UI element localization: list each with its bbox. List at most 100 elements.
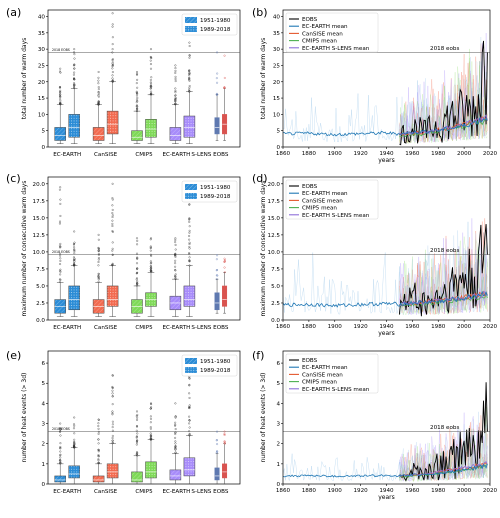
ensemble-spread bbox=[399, 416, 488, 482]
y-axis-label: maximum number of consecutive warm days bbox=[260, 181, 267, 317]
outlier-point bbox=[135, 278, 138, 281]
outlier-point bbox=[174, 259, 177, 262]
outlier-point bbox=[174, 421, 177, 424]
box bbox=[106, 285, 119, 307]
outlier-point bbox=[174, 447, 177, 450]
legend-label: EC-EARTH S-LENS mean bbox=[302, 213, 370, 219]
y-tick-label: 3 bbox=[276, 422, 280, 428]
outlier-point bbox=[150, 67, 152, 70]
outlier-point bbox=[174, 71, 177, 74]
outlier-point bbox=[73, 257, 76, 260]
outlier-point bbox=[223, 433, 226, 436]
outlier-point bbox=[174, 448, 177, 451]
outlier-point bbox=[111, 426, 114, 429]
outlier-point bbox=[174, 416, 177, 419]
box bbox=[145, 119, 157, 138]
y-axis-label: total number of warm days bbox=[260, 38, 267, 120]
outlier-point bbox=[111, 230, 114, 233]
outlier-point bbox=[174, 415, 177, 418]
legend-label: 1951-1980 bbox=[200, 185, 231, 191]
outlier-point bbox=[150, 93, 153, 96]
outlier-point bbox=[97, 256, 100, 259]
outlier-point bbox=[111, 249, 114, 252]
outlier-point bbox=[59, 67, 62, 70]
legend-swatch bbox=[185, 17, 197, 23]
outlier-point bbox=[59, 103, 62, 106]
outlier-point bbox=[150, 437, 153, 440]
outlier-point bbox=[216, 430, 219, 433]
outlier-point bbox=[111, 222, 114, 225]
outlier-point bbox=[149, 421, 152, 424]
reference-label: 2018 EOBS bbox=[52, 250, 70, 254]
y-tick-label: 0 bbox=[276, 482, 280, 488]
outlier-point bbox=[150, 269, 153, 272]
y-tick-label: 15 bbox=[38, 96, 46, 102]
legend-label: EOBS bbox=[302, 17, 318, 23]
reference-label: 2018 EOBS bbox=[52, 48, 70, 52]
outlier-point bbox=[111, 386, 114, 389]
outlier-point bbox=[149, 245, 152, 248]
outlier-point bbox=[174, 97, 177, 100]
outlier-point bbox=[150, 417, 152, 420]
outlier-point bbox=[97, 94, 100, 97]
x-tick-label: 1860 bbox=[276, 151, 291, 157]
y-tick-label: 6 bbox=[41, 361, 45, 367]
outlier-point bbox=[97, 264, 100, 267]
outlier-point bbox=[223, 430, 226, 433]
outlier-point bbox=[223, 76, 226, 79]
outlier-point bbox=[59, 447, 62, 450]
ensemble-spread bbox=[399, 57, 488, 144]
x-tick-label: 1880 bbox=[302, 151, 317, 157]
outlier-point bbox=[111, 423, 114, 426]
outlier-point bbox=[150, 57, 153, 59]
outlier-point bbox=[174, 423, 177, 426]
outlier-point bbox=[111, 225, 114, 227]
x-axis-label: years bbox=[378, 330, 395, 337]
outlier-point bbox=[111, 437, 114, 440]
outlier-point bbox=[174, 91, 177, 94]
outlier-point bbox=[149, 81, 152, 84]
plot-area bbox=[283, 382, 488, 482]
series-line bbox=[283, 116, 488, 137]
outlier-point bbox=[111, 395, 114, 398]
outlier-point bbox=[136, 107, 139, 110]
outlier-point bbox=[97, 272, 100, 275]
box bbox=[54, 127, 66, 141]
outlier-point bbox=[73, 51, 76, 54]
category-label: EOBS bbox=[213, 325, 229, 331]
outlier-point bbox=[59, 450, 62, 453]
x-tick-label: 1960 bbox=[405, 488, 420, 494]
x-tick-label: 2000 bbox=[457, 151, 472, 157]
outlier-point bbox=[149, 270, 152, 273]
y-tick-label: 10.0 bbox=[33, 250, 46, 256]
outlier-point bbox=[149, 56, 152, 58]
outlier-point bbox=[72, 264, 75, 267]
outlier-point bbox=[149, 432, 152, 435]
outlier-point bbox=[111, 204, 114, 207]
legend-label: EC-EARTH mean bbox=[302, 365, 348, 371]
outlier-point bbox=[111, 420, 114, 423]
outlier-point bbox=[73, 64, 75, 67]
outlier-point bbox=[59, 273, 62, 276]
box bbox=[169, 469, 182, 481]
outlier-point bbox=[135, 429, 138, 432]
outlier-point bbox=[136, 108, 139, 111]
outlier-point bbox=[111, 263, 114, 266]
outlier-point bbox=[97, 432, 100, 435]
category-label: S-LENS bbox=[191, 152, 211, 158]
outlier-point bbox=[73, 261, 76, 264]
outlier-point bbox=[97, 459, 100, 462]
outlier-point bbox=[111, 23, 114, 26]
outlier-point bbox=[136, 425, 138, 428]
outlier-point bbox=[59, 428, 62, 431]
outlier-point bbox=[136, 262, 138, 265]
outlier-point bbox=[111, 212, 114, 215]
outlier-point bbox=[188, 252, 191, 255]
outlier-point bbox=[111, 429, 114, 432]
outlier-point bbox=[97, 458, 100, 461]
outlier-point bbox=[174, 277, 177, 280]
category-label: CMIP5 bbox=[135, 152, 153, 158]
panel-label: (d) bbox=[252, 172, 268, 185]
plot-frame bbox=[47, 176, 241, 321]
outlier-point bbox=[188, 54, 191, 57]
